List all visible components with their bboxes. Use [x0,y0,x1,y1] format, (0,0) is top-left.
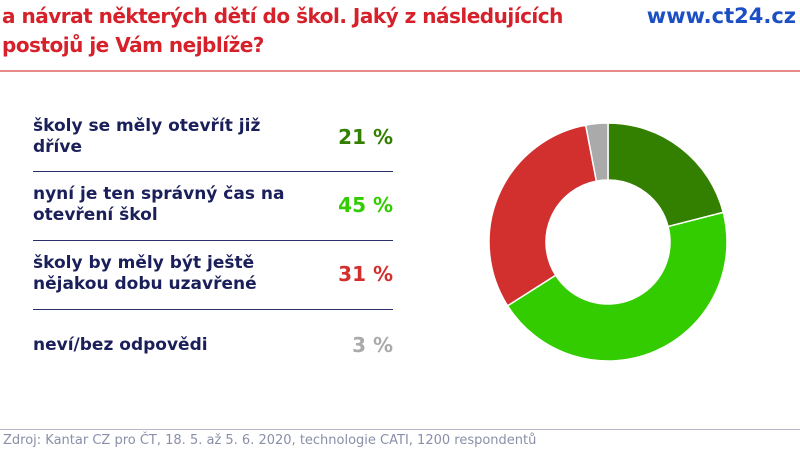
header-divider [0,70,800,72]
divider [33,240,393,241]
category-label: školy se měly otevřít již dříve [33,116,261,157]
category-label: školy by měly být ještě nějakou dobu uza… [33,253,257,294]
donut-slice [584,122,609,182]
category-label: neví/bez odpovědi [33,334,208,355]
footer-divider [0,429,800,430]
category-label: nyní je ten správný čas na otevření škol [33,184,285,225]
chart-title: a návrat některých dětí do škol. Jaký z … [2,4,563,57]
divider [33,309,393,310]
site-link[interactable]: www.ct24.cz [646,4,796,28]
source-note: Zdroj: Kantar CZ pro ČT, 18. 5. až 5. 6.… [3,433,537,448]
data-label: 3 % [352,333,393,357]
legend-row: neví/bez odpovědi 3 % [33,332,393,358]
data-label: 21 % [338,125,393,149]
donut-slice [607,122,725,228]
donut-slice [488,124,598,307]
donut-slice [506,211,728,362]
data-label: 45 % [338,193,393,217]
legend-row: školy se měly otevřít již dříve 21 % [33,116,393,157]
data-label: 31 % [338,262,393,286]
legend-row: školy by měly být ještě nějakou dobu uza… [33,253,393,295]
legend-row: nyní je ten správný čas na otevření škol… [33,184,393,226]
divider [33,171,393,172]
